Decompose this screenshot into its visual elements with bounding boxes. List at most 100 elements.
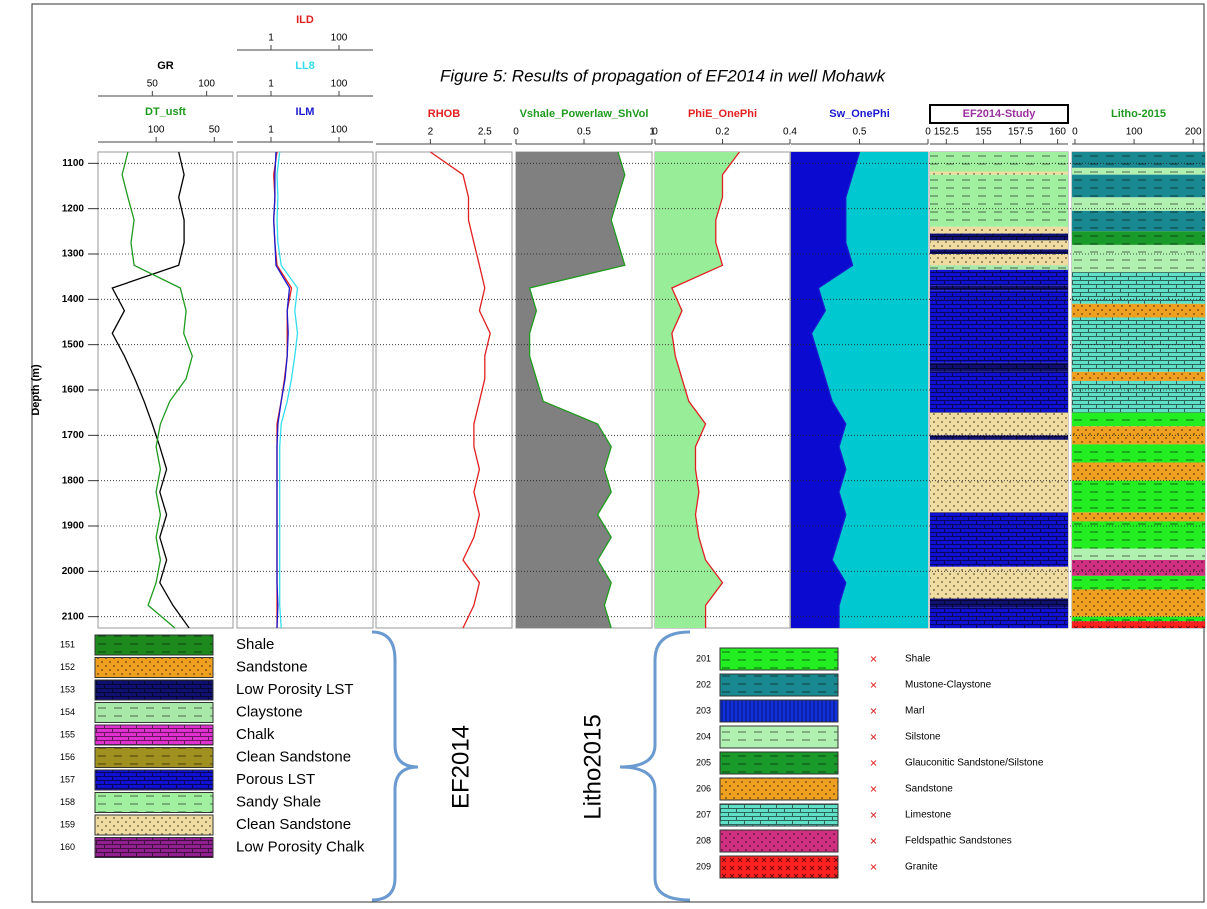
legend-code: 201 <box>696 653 711 663</box>
chart-title: Figure 5: Results of propagation of EF20… <box>440 66 887 85</box>
y-tick-label: 2000 <box>62 566 85 577</box>
legend-code: 153 <box>60 684 75 694</box>
litho-interval <box>930 435 1068 440</box>
legend-label: Shale <box>236 636 274 653</box>
litho-interval <box>930 175 1068 227</box>
legend-code: 203 <box>696 705 711 715</box>
litho-interval <box>930 413 1068 436</box>
y-tick-label: 1100 <box>62 158 84 169</box>
legend-label: Mustone-Claystone <box>905 680 992 691</box>
litho-interval <box>1072 152 1205 168</box>
legend-label: Clean Sandstone <box>236 816 351 833</box>
legend-label: Sandstone <box>905 784 953 795</box>
legend-code: 157 <box>60 774 75 784</box>
legend-label: Feldspathic Sandstones <box>905 836 1012 847</box>
legend-code: 151 <box>60 639 75 649</box>
legend-code: 204 <box>696 731 711 741</box>
legend-label: Sandy Shale <box>236 793 321 810</box>
legend-label: Low Porosity Chalk <box>236 838 365 855</box>
scale-tick-label: 0.5 <box>853 127 867 138</box>
scale-tick-label: 100 <box>198 79 215 90</box>
litho-interval <box>930 254 1068 265</box>
legend-label: Marl <box>905 706 924 717</box>
litho-interval <box>930 372 1068 413</box>
litho-interval <box>930 249 1068 254</box>
legend-swatch <box>720 674 838 696</box>
litho-interval <box>1072 617 1205 622</box>
legend-swatch <box>720 830 838 852</box>
legend-marker <box>871 657 876 662</box>
legend-swatch <box>720 726 838 748</box>
legend-label: Sandstone <box>236 658 308 675</box>
y-tick-label: 1700 <box>62 430 85 441</box>
legend-code: 205 <box>696 757 711 767</box>
legend-code: 160 <box>60 842 75 852</box>
litho-interval <box>1072 175 1205 198</box>
legend-code: 209 <box>696 861 711 871</box>
legend-label: Glauconitic Sandstone/Silstone <box>905 758 1044 769</box>
legend-code: 159 <box>60 819 75 829</box>
litho-interval <box>1072 512 1205 521</box>
scale-tick-label: 0 <box>513 127 519 138</box>
litho-interval <box>930 440 1068 513</box>
legend-swatch <box>720 856 838 878</box>
legend-label: Porous LST <box>236 771 315 788</box>
track-title: PhiE_OnePhi <box>688 108 757 120</box>
litho-interval <box>1072 413 1205 427</box>
scale-tick-label: 0 <box>925 127 931 138</box>
legend-marker <box>871 865 876 870</box>
litho-interval <box>1072 444 1205 462</box>
litho-interval <box>1072 481 1205 513</box>
legend-swatch <box>95 748 213 768</box>
y-tick-label: 1600 <box>62 385 85 396</box>
y-tick-label: 1800 <box>62 475 85 486</box>
y-axis-label: Depth (m) <box>30 364 42 416</box>
litho-interval <box>1072 245 1205 272</box>
legend-swatch <box>720 778 838 800</box>
litho-interval <box>930 512 1068 566</box>
scale-tick-label: 0.2 <box>716 127 730 138</box>
scale-tick-label: 2.5 <box>478 127 492 138</box>
litho-interval <box>930 363 1068 372</box>
litho-interval <box>930 265 1068 270</box>
scale-tick-label: 0 <box>652 127 658 138</box>
legend-label: Silstone <box>905 732 941 743</box>
brace <box>620 632 690 900</box>
litho-interval <box>1072 521 1205 548</box>
litho-interval <box>930 290 1068 363</box>
legend-title: Litho2015 <box>579 714 606 819</box>
legend-swatch <box>720 700 838 722</box>
legend-marker <box>871 683 876 688</box>
scale-tick-label: 155 <box>975 127 992 138</box>
legend-code: 154 <box>60 707 75 717</box>
litho-interval <box>930 240 1068 249</box>
y-tick-label: 2100 <box>62 611 85 622</box>
legend-swatch <box>95 680 213 700</box>
litho-interval <box>1072 576 1205 590</box>
litho-interval <box>930 171 1068 174</box>
legend-swatch <box>95 770 213 790</box>
litho-interval <box>1072 372 1205 381</box>
legend-swatch <box>95 703 213 723</box>
litho-interval <box>930 270 1068 286</box>
litho-interval <box>1072 211 1205 231</box>
legend-swatch <box>720 752 838 774</box>
y-tick-label: 1500 <box>62 339 85 350</box>
litho-interval <box>1072 463 1205 481</box>
legend-swatch <box>720 648 838 670</box>
track-title: ILD <box>296 14 314 26</box>
scale-tick-label: 100 <box>331 125 348 136</box>
legend-label: Granite <box>905 862 938 873</box>
legend-label: Shale <box>905 654 931 665</box>
track-title: ILM <box>296 106 315 118</box>
scale-tick-label: 0 <box>1072 127 1078 138</box>
litho-interval <box>1072 231 1205 245</box>
litho-interval <box>930 234 1068 241</box>
track-title: Litho-2015 <box>1111 108 1166 120</box>
scale-tick-label: 50 <box>147 79 159 90</box>
scale-tick-label: 0.5 <box>577 127 591 138</box>
litho-interval <box>1072 549 1205 560</box>
legend-code: 207 <box>696 809 711 819</box>
legend-marker <box>871 735 876 740</box>
litho-interval <box>930 227 1068 234</box>
